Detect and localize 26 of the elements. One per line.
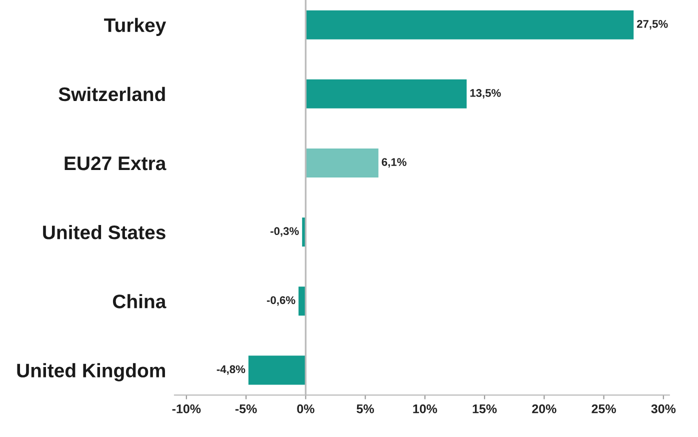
data-label: 13,5%	[470, 89, 501, 99]
x-tick-label: 15%	[472, 404, 497, 414]
bar	[306, 148, 378, 178]
x-tick-label: 5%	[356, 404, 374, 414]
x-tick-label: 20%	[532, 404, 556, 414]
x-tick-label: 25%	[592, 404, 616, 414]
y-tick-label: United States	[43, 225, 166, 240]
data-label: -4,8%	[216, 365, 246, 375]
y-tick-label: United Kingdom	[17, 363, 165, 382]
data-label: -0,3%	[270, 227, 299, 237]
bar	[306, 10, 634, 40]
bar	[298, 286, 306, 316]
x-tick-label: 10%	[413, 404, 438, 414]
data-label: 6,1%	[382, 158, 406, 168]
y-tick-label: EU27 Extra	[64, 156, 166, 170]
x-tick-label: 0%	[297, 404, 314, 414]
data-label: 27,5%	[636, 20, 668, 30]
x-tick-label: -5%	[235, 404, 257, 414]
y-tick-label: China	[112, 294, 166, 308]
data-label: -0,6%	[266, 296, 296, 306]
y-tick-label: Turkey	[104, 18, 166, 36]
x-tick-label: -10%	[172, 404, 201, 414]
x-tick-label: 30%	[651, 404, 676, 414]
bar	[306, 79, 467, 108]
bar	[248, 356, 306, 385]
y-tick-label: Switzerland	[58, 86, 165, 102]
